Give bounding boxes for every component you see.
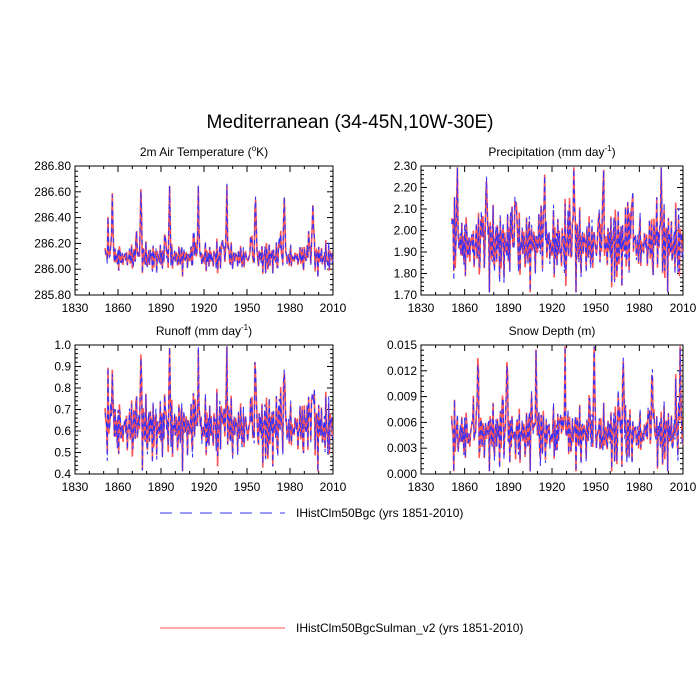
y-tick-label: 0.015 xyxy=(387,338,417,352)
x-tick-label: 1890 xyxy=(495,480,522,494)
legend-label-series-a: IHistClm50Bgc (yrs 1851-2010) xyxy=(296,506,463,520)
y-tick-label: 0.009 xyxy=(387,390,417,404)
figure-title: Mediterranean (34-45N,10W-30E) xyxy=(207,112,494,133)
series-line-sulman xyxy=(104,346,334,472)
panel-1: 2m Air Temperature (oK) 1830 1860 1890 1920 1… xyxy=(34,144,346,315)
y-tick-label: 286.40 xyxy=(34,211,71,225)
panel-title-tail: K) xyxy=(256,145,268,159)
y-tick-label: 1.80 xyxy=(394,267,418,281)
y-tick-label: 1.0 xyxy=(54,338,71,352)
y-tick-label: 2.30 xyxy=(394,159,418,173)
y-tick-label: 0.003 xyxy=(387,441,417,455)
x-tick-label: 1830 xyxy=(408,480,435,494)
y-tick-label: 0.9 xyxy=(54,360,71,374)
panel-4: Snow Depth (m) 1830 1860 1890 1920 1950 1980 20… xyxy=(387,324,697,494)
x-tick-label: 1860 xyxy=(451,301,478,315)
panel-title-text: 2m Air Temperature ( xyxy=(140,145,252,159)
series-line-sulman xyxy=(104,185,334,277)
y-tick-label: 2.20 xyxy=(394,181,418,195)
y-tick-label: 0.4 xyxy=(54,467,71,481)
x-tick-label: 1950 xyxy=(234,480,261,494)
y-tick-label: 2.00 xyxy=(394,224,418,238)
panel-title: 2m Air Temperature (oK) xyxy=(140,144,268,159)
series-line-sulman xyxy=(450,167,684,293)
x-tick-label: 1920 xyxy=(539,480,566,494)
y-tick-label: 286.60 xyxy=(34,185,71,199)
y-tick-label: 0.8 xyxy=(54,381,71,395)
y-tick-label: 1.90 xyxy=(394,245,418,259)
x-tick-label: 1830 xyxy=(62,480,89,494)
x-tick-label: 1980 xyxy=(277,301,304,315)
y-tick-label: 286.80 xyxy=(34,159,71,173)
x-tick-label: 1890 xyxy=(148,301,175,315)
series-line-bgc xyxy=(451,167,684,293)
y-tick-label: 1.70 xyxy=(394,288,418,302)
x-tick-label: 1980 xyxy=(626,480,653,494)
panel-title: Precipitation (mm day-1) xyxy=(488,144,615,159)
x-tick-label: 1950 xyxy=(234,301,261,315)
x-tick-label: 2010 xyxy=(670,301,697,315)
x-tick-label: 1830 xyxy=(62,301,89,315)
x-tick-label: 1860 xyxy=(105,480,132,494)
series-line-bgc xyxy=(451,346,684,472)
panel-title: Snow Depth (m) xyxy=(509,324,596,338)
panel-title-unit: o xyxy=(252,144,257,153)
plot-frame xyxy=(420,344,684,475)
x-tick-label: 1980 xyxy=(277,480,304,494)
panel-title: Runoff (mm day-1) xyxy=(156,323,252,338)
panel-2: Precipitation (mm day-1) 1830 1860 1890 1920… xyxy=(394,144,697,315)
panels: 2m Air Temperature (oK) 1830 1860 1890 1920 1… xyxy=(34,144,696,494)
y-tick-label: 286.00 xyxy=(34,262,71,276)
y-tick-label: 0.6 xyxy=(54,424,71,438)
x-tick-label: 1980 xyxy=(626,301,653,315)
series-line-bgc xyxy=(104,183,334,278)
panel-title-text: Snow Depth (m) xyxy=(509,324,596,338)
panel-title-unit: -1 xyxy=(241,323,249,332)
x-tick-label: 1950 xyxy=(582,480,609,494)
series-line-sulman xyxy=(450,346,684,472)
y-tick-label: 0.000 xyxy=(387,467,417,481)
x-tick-label: 2010 xyxy=(320,301,347,315)
y-tick-label: 0.006 xyxy=(387,415,417,429)
series-line-bgc xyxy=(104,346,334,472)
x-tick-label: 2010 xyxy=(670,480,697,494)
panel-title-unit: -1 xyxy=(604,144,612,153)
y-tick-label: 0.012 xyxy=(387,364,417,378)
x-tick-label: 1860 xyxy=(451,480,478,494)
x-tick-label: 1920 xyxy=(191,480,218,494)
x-tick-label: 1920 xyxy=(539,301,566,315)
panel-title-text: Runoff (mm day xyxy=(156,324,241,338)
panel-title-tail: ) xyxy=(248,324,252,338)
panel-title-tail: ) xyxy=(612,145,616,159)
x-tick-label: 2010 xyxy=(320,480,347,494)
x-tick-label: 1890 xyxy=(148,480,175,494)
y-tick-label: 0.7 xyxy=(54,403,71,417)
x-tick-label: 1830 xyxy=(408,301,435,315)
legend: IHistClm50Bgc (yrs 1851-2010) IHistClm50… xyxy=(160,506,523,635)
panel-title-text: Precipitation (mm day xyxy=(488,145,604,159)
panel-3: Runoff (mm day-1) 1830 1860 1890 1920 1950 198… xyxy=(54,323,346,494)
legend-label-series-b: IHistClm50BgcSulman_v2 (yrs 1851-2010) xyxy=(296,621,523,635)
x-tick-label: 1920 xyxy=(191,301,218,315)
x-tick-label: 1890 xyxy=(495,301,522,315)
plot-frame xyxy=(420,165,684,296)
x-tick-label: 1950 xyxy=(582,301,609,315)
y-tick-label: 285.80 xyxy=(34,288,71,302)
y-tick-label: 0.5 xyxy=(54,446,71,460)
x-tick-label: 1860 xyxy=(105,301,132,315)
y-tick-label: 286.20 xyxy=(34,236,71,250)
y-tick-label: 2.10 xyxy=(394,202,418,216)
